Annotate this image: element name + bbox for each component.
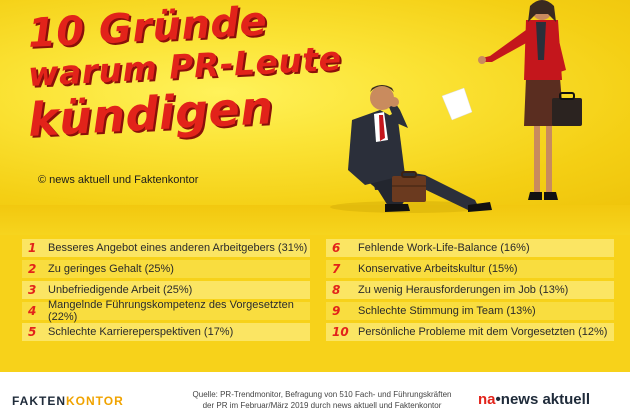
- faktenkontor-logo-part-a: FAKTEN: [12, 394, 66, 408]
- reason-item: 3 Unbefriedigende Arbeit (25%): [22, 281, 310, 299]
- reason-number: 2: [28, 262, 37, 276]
- flying-paper: [441, 87, 473, 121]
- footer-bar: FAKTENKONTOR Quelle: PR-Trendmonitor, Be…: [0, 372, 630, 412]
- reason-text: Zu wenig Herausforderungen im Job (13%): [358, 284, 569, 296]
- standing-woman-briefcase: [552, 92, 582, 126]
- reason-text: Zu geringes Gehalt (25%): [48, 263, 174, 275]
- reason-item: 6 Fehlende Work-Life-Balance (16%): [326, 239, 614, 257]
- reason-number: 3: [28, 283, 37, 297]
- reason-item: 4 Mangelnde Führungskompetenz des Vorgese…: [22, 299, 310, 323]
- reason-text: Konservative Arbeitskultur (15%): [358, 263, 518, 275]
- reason-item: 9 Schlechte Stimmung im Team (13%): [326, 302, 614, 320]
- reason-number: 4: [28, 304, 37, 318]
- standing-woman-figure: [478, 0, 566, 200]
- sitting-man-briefcase: [392, 171, 426, 202]
- news-aktuell-logo-mark: na: [478, 391, 496, 408]
- reason-item: 7 Konservative Arbeitskultur (15%): [326, 260, 614, 278]
- reason-item: 1 Besseres Angebot eines anderen Arbeitge…: [22, 239, 310, 257]
- source-line-2: der PR im Februar/März 2019 durch news a…: [202, 401, 442, 410]
- reason-text: Mangelnde Führungskompetenz des Vorgeset…: [48, 299, 294, 323]
- reason-number: 5: [28, 325, 37, 339]
- faktenkontor-logo: FAKTENKONTOR: [12, 394, 124, 408]
- reason-number: 10: [332, 325, 349, 339]
- reason-text: Fehlende Work-Life-Balance (16%): [358, 242, 530, 254]
- source-note: Quelle: PR-Trendmonitor, Befragung von 5…: [172, 389, 472, 411]
- reason-item: 10 Persönliche Probleme mit dem Vorgesetz…: [326, 323, 614, 341]
- reason-number: 8: [332, 283, 341, 297]
- copyright-note: © news aktuell und Faktenkontor: [38, 174, 199, 186]
- reason-number: 1: [28, 241, 37, 255]
- floor-band: [0, 205, 630, 235]
- news-aktuell-logo: na•news aktuell: [478, 391, 590, 408]
- reason-item: 8 Zu wenig Herausforderungen im Job (13%): [326, 281, 614, 299]
- sitting-man-shadow: [330, 201, 490, 213]
- faktenkontor-logo-part-b: KONTOR: [66, 394, 124, 408]
- reason-text: Schlechte Karriereperspektiven (17%): [48, 326, 234, 338]
- reason-item: 5 Schlechte Karriereperspektiven (17%): [22, 323, 310, 341]
- reason-number: 7: [332, 262, 341, 276]
- reasons-column-right: 6 Fehlende Work-Life-Balance (16%) 7 Konse…: [326, 239, 614, 344]
- reason-text: Unbefriedigende Arbeit (25%): [48, 284, 193, 296]
- news-aktuell-logo-text: news aktuell: [500, 391, 590, 408]
- reason-number: 6: [332, 241, 341, 255]
- source-line-1: Quelle: PR-Trendmonitor, Befragung von 5…: [192, 390, 452, 399]
- reason-text: Schlechte Stimmung im Team (13%): [358, 305, 536, 317]
- reason-text: Persönliche Probleme mit dem Vorgesetzte…: [358, 326, 608, 338]
- reason-item: 2 Zu geringes Gehalt (25%): [22, 260, 310, 278]
- illustration-scene: [330, 0, 582, 213]
- reasons-column-left: 1 Besseres Angebot eines anderen Arbeitge…: [22, 239, 310, 344]
- reason-number: 9: [332, 304, 341, 318]
- reason-text: Besseres Angebot eines anderen Arbeitgeb…: [48, 242, 308, 254]
